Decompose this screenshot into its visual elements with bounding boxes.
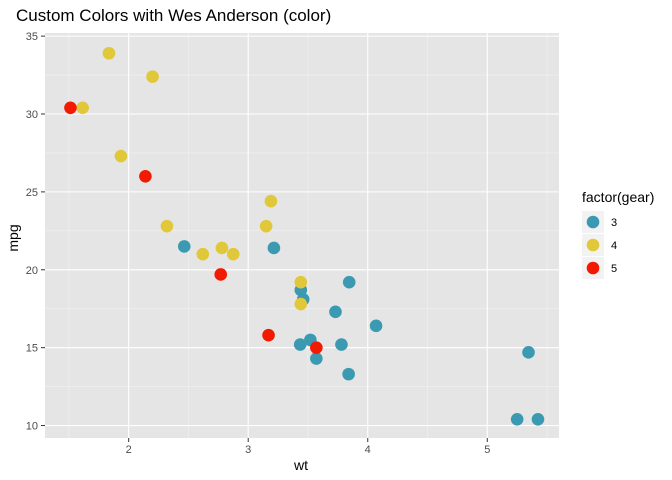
y-tick-label: 25 xyxy=(26,187,38,199)
legend-key xyxy=(586,261,600,275)
data-point xyxy=(196,247,210,261)
data-point xyxy=(267,241,281,255)
data-point xyxy=(215,241,229,255)
legend-title: factor(gear) xyxy=(582,189,654,205)
plot-panel xyxy=(45,33,559,438)
data-point xyxy=(293,338,307,351)
x-tick-label: 5 xyxy=(484,444,490,456)
legend-label: 4 xyxy=(611,240,617,252)
data-point xyxy=(522,346,535,359)
chart-title: Custom Colors with Wes Anderson (color) xyxy=(16,6,331,25)
series-gear-4 xyxy=(76,46,308,311)
y-tick-label: 20 xyxy=(26,265,38,277)
panel-background xyxy=(45,33,559,438)
y-tick-label: 35 xyxy=(26,31,38,43)
data-point xyxy=(264,194,278,208)
data-point xyxy=(160,219,174,233)
axes: 2 3 4 5 10 15 20 25 30 35 xyxy=(26,31,491,456)
data-point xyxy=(177,240,191,253)
data-point xyxy=(335,338,348,351)
legend-label: 3 xyxy=(611,217,617,229)
series-gear-5 xyxy=(64,101,323,354)
legend-key xyxy=(586,215,600,229)
x-axis-title: wt xyxy=(293,457,308,473)
data-point xyxy=(146,70,159,83)
data-point xyxy=(226,247,240,261)
legend-label: 5 xyxy=(611,263,617,275)
data-point xyxy=(114,149,128,163)
data-point xyxy=(294,297,308,311)
x-tick-label: 2 xyxy=(126,444,132,456)
data-point xyxy=(102,46,116,60)
data-point xyxy=(64,101,77,115)
x-tick-label: 3 xyxy=(245,444,251,456)
data-point xyxy=(76,101,89,115)
data-point xyxy=(329,305,342,319)
data-point xyxy=(139,170,152,183)
data-point xyxy=(510,413,524,426)
data-point xyxy=(214,268,228,281)
data-point xyxy=(369,319,383,333)
y-axis-title: mpg xyxy=(5,224,21,251)
y-tick-label: 15 xyxy=(26,343,38,355)
legend-key xyxy=(586,238,600,252)
data-point xyxy=(262,328,275,342)
data-point xyxy=(294,275,308,289)
legend: factor(gear) 3 4 5 xyxy=(582,189,654,279)
data-point xyxy=(310,341,323,354)
y-tick-label: 30 xyxy=(26,109,38,121)
data-point xyxy=(342,275,356,289)
data-point xyxy=(259,219,273,233)
legend-items: 3 4 5 xyxy=(582,211,617,279)
data-point xyxy=(531,413,545,426)
x-tick-label: 4 xyxy=(365,444,371,456)
data-point xyxy=(342,367,355,381)
data-points xyxy=(64,46,545,426)
y-tick-label: 10 xyxy=(26,421,38,433)
data-point xyxy=(310,352,323,365)
